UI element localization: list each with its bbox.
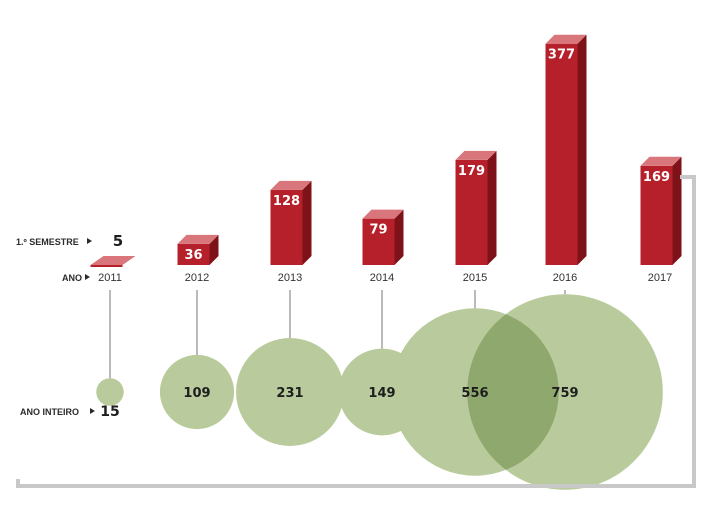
bar-2014: 79	[362, 209, 404, 265]
bar-value-2012: 36	[184, 248, 202, 263]
bubble-2012	[159, 354, 235, 430]
semester-row-label: 1.º SEMESTRE	[16, 237, 79, 247]
bracket-line	[16, 175, 696, 488]
year-label-2014: 2014	[370, 272, 394, 284]
bar-side	[672, 156, 682, 265]
bar-top	[270, 180, 312, 190]
bar-value-2015: 179	[458, 164, 485, 179]
bar-front	[362, 218, 395, 265]
bar-2013: 128	[270, 180, 312, 265]
bar-side	[577, 34, 587, 265]
full-year-arrow-icon	[90, 408, 95, 414]
bubble-value-2015: 556	[461, 386, 488, 401]
bar-top	[362, 209, 404, 219]
bar-slab-edge	[90, 265, 123, 267]
bubble-value-2013: 231	[276, 386, 303, 401]
full-year-bubbles: 15 109 231 149 556 759	[96, 290, 663, 490]
year-label-2013: 2013	[278, 272, 302, 284]
full-year-row-label: ANO INTEIRO	[20, 407, 79, 417]
year-label-2017: 2017	[648, 272, 672, 284]
bar-2012: 36	[177, 234, 219, 265]
bar-2015: 179	[455, 150, 497, 265]
bar-side	[487, 150, 497, 265]
bar-front	[545, 43, 578, 265]
bubble-2011	[96, 378, 124, 406]
bar-front	[177, 243, 210, 265]
bar-side	[209, 234, 219, 265]
semester-arrow-icon	[87, 238, 92, 244]
bubble-2013	[236, 338, 344, 446]
year-label-2011: 2011	[98, 272, 122, 284]
bar-slab	[90, 256, 136, 265]
year-row-label: ANO	[62, 273, 82, 283]
semester-bars: 5 36 128 79 179 377 169	[90, 34, 682, 267]
year-arrow-icon	[85, 274, 90, 280]
bubble-value-2012: 109	[183, 386, 210, 401]
year-label-2012: 2012	[185, 272, 209, 284]
bar-2017: 169	[640, 156, 682, 265]
bar-top	[177, 234, 219, 244]
year-label-2015: 2015	[463, 272, 487, 284]
bar-value-2013: 128	[273, 194, 300, 209]
bar-front	[640, 165, 673, 265]
bubble-value-2016: 759	[551, 386, 578, 401]
bar-top	[455, 150, 497, 160]
bubble-value-2011: 15	[100, 404, 119, 420]
bar-2011: 5	[90, 232, 136, 267]
bubble-value-2014: 149	[368, 386, 395, 401]
bar-top	[640, 156, 682, 166]
bar-top	[545, 34, 587, 44]
bar-front	[270, 189, 303, 265]
bar-value-2016: 377	[548, 48, 575, 63]
bar-2016: 377	[545, 34, 587, 265]
bar-value-2014: 79	[369, 223, 387, 238]
bar-side	[394, 209, 404, 265]
year-label-2016: 2016	[553, 272, 577, 284]
bubble-overlap	[467, 308, 559, 476]
bar-value-2017: 169	[643, 170, 670, 185]
bar-front	[455, 159, 488, 265]
bar-side	[302, 180, 312, 265]
bar-value-2011: 5	[113, 232, 123, 250]
year-axis: 2011 2012 2013 2014 2015 2016 2017	[98, 272, 672, 284]
